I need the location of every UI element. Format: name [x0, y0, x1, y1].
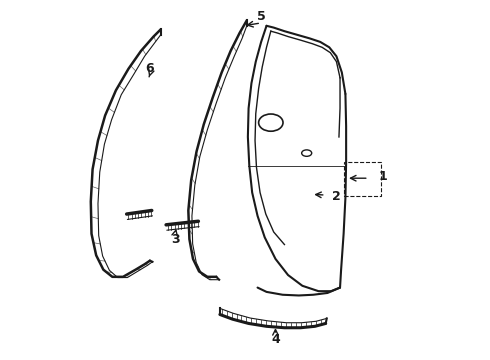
Text: 2: 2	[332, 190, 341, 203]
Text: 3: 3	[171, 233, 179, 246]
Text: 1: 1	[379, 170, 388, 183]
Text: 4: 4	[271, 333, 280, 346]
Text: 5: 5	[257, 10, 266, 23]
Text: 6: 6	[146, 62, 154, 75]
